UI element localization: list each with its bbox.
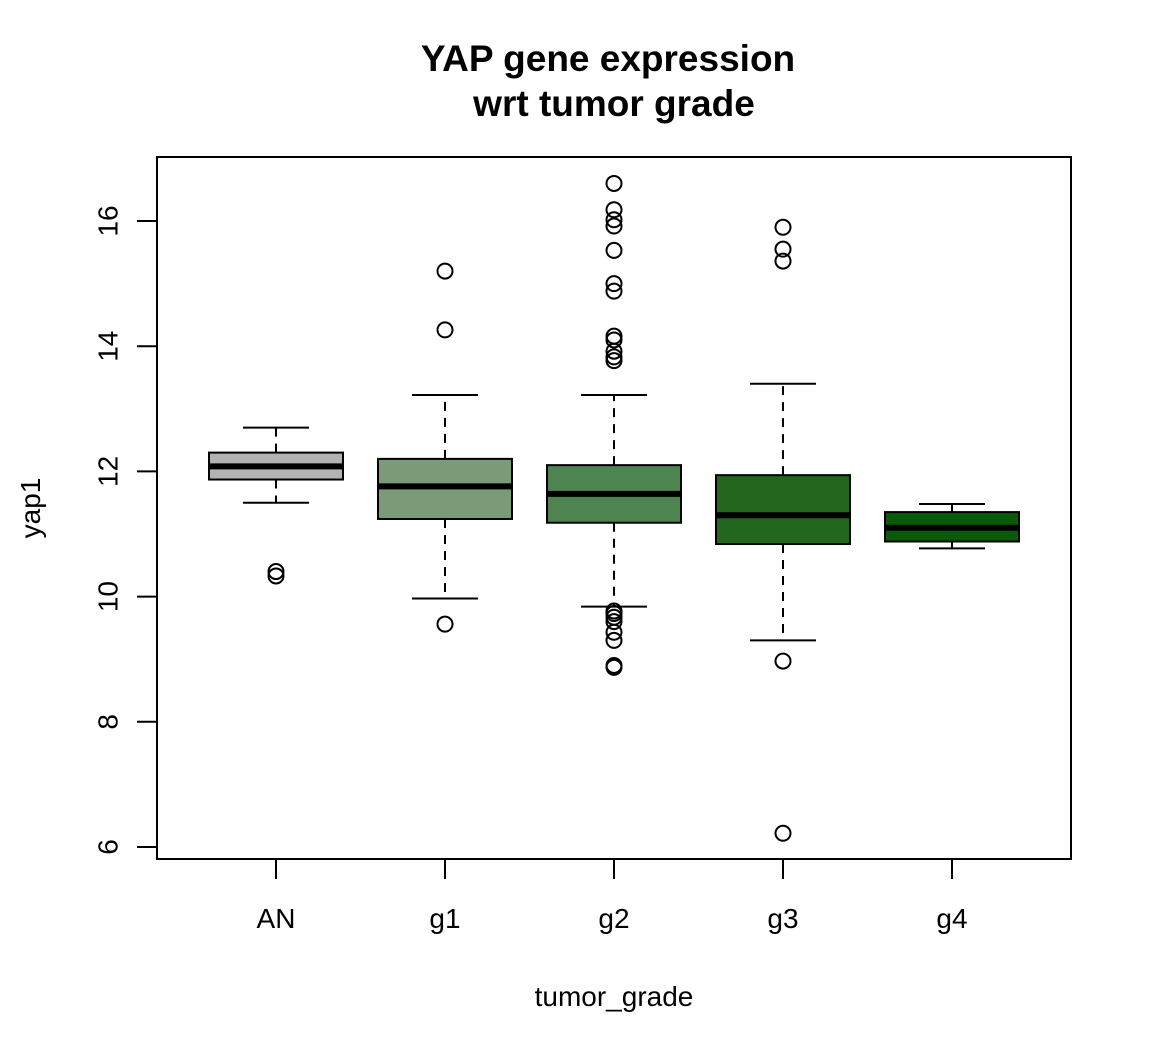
y-tick-label: 10 (93, 581, 124, 612)
outlier-point (774, 252, 792, 270)
y-axis: 6 8 10 12 14 16 (93, 205, 158, 855)
x-axis: AN g1 g2 g3 g4 (257, 858, 968, 934)
outlier-point (605, 656, 623, 674)
outlier-point (605, 201, 623, 219)
outlier-point (436, 615, 454, 633)
outlier-point (605, 348, 623, 366)
outlier-point (605, 613, 623, 631)
outlier-point (605, 331, 623, 349)
outlier-point (267, 567, 285, 585)
chart-title-line-1: YAP gene expression (421, 38, 795, 79)
outlier-point (774, 218, 792, 236)
box-g3 (715, 218, 851, 842)
outlier-point (605, 327, 623, 345)
box-g2 (546, 174, 682, 676)
outlier-point (774, 824, 792, 842)
outlier-point (267, 563, 285, 581)
box-series (208, 174, 1020, 842)
chart-title-line-2: wrt tumor grade (472, 83, 755, 124)
x-tick-label: g3 (767, 903, 798, 934)
outlier-point (605, 211, 623, 229)
y-tick-label: 12 (93, 456, 124, 487)
box-g4 (884, 502, 1020, 550)
outlier-point (774, 240, 792, 258)
outlier-point (605, 174, 623, 192)
outlier-point (605, 241, 623, 259)
box-AN (208, 426, 344, 585)
x-tick-label: AN (257, 903, 296, 934)
outlier-point (605, 217, 623, 235)
outlier-point (605, 631, 623, 649)
y-tick-label: 16 (93, 205, 124, 236)
box-g1 (377, 262, 513, 633)
x-tick-label: g4 (936, 903, 967, 934)
y-tick-label: 14 (93, 331, 124, 362)
y-tick-label: 8 (93, 714, 124, 730)
y-tick-label: 6 (93, 839, 124, 855)
outlier-point (605, 282, 623, 300)
x-axis-label: tumor_grade (535, 981, 694, 1012)
outlier-point (605, 275, 623, 293)
y-axis-label: yap1 (15, 478, 46, 539)
x-tick-label: g1 (429, 903, 460, 934)
iqr-box (715, 474, 851, 546)
x-tick-label: g2 (598, 903, 629, 934)
outlier-point (774, 652, 792, 670)
outlier-point (436, 321, 454, 339)
outlier-point (605, 602, 623, 620)
outlier-point (436, 262, 454, 280)
